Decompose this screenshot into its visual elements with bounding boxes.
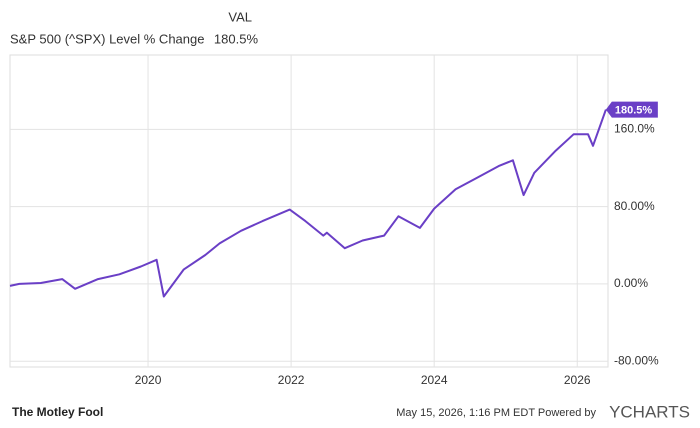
y-tick-label: -80.00% (614, 353, 659, 367)
line-series (9, 109, 607, 298)
header-label: S&P 500 (^SPX) Level % Change (10, 31, 204, 46)
value-flag-label: 180.5% (615, 104, 653, 116)
footer-source: YCHARTS (609, 402, 690, 421)
x-tick-label: 2024 (421, 373, 448, 387)
plot-frame (9, 54, 609, 368)
header-value: 180.5% (214, 31, 259, 46)
value-flag (605, 101, 658, 118)
footer-timestamp: May 15, 2026, 1:16 PM EDT Powered by (396, 407, 596, 419)
y-tick-label: 160.0% (614, 122, 655, 136)
x-tick-label: 2022 (278, 373, 305, 387)
footer-brand: The Motley Fool (12, 405, 103, 419)
header-column: VAL (228, 9, 252, 24)
x-tick-label: 2026 (564, 373, 591, 387)
x-tick-label: 2020 (135, 373, 162, 387)
y-tick-label: 0.00% (614, 276, 648, 290)
y-tick-label: 80.00% (614, 199, 655, 213)
